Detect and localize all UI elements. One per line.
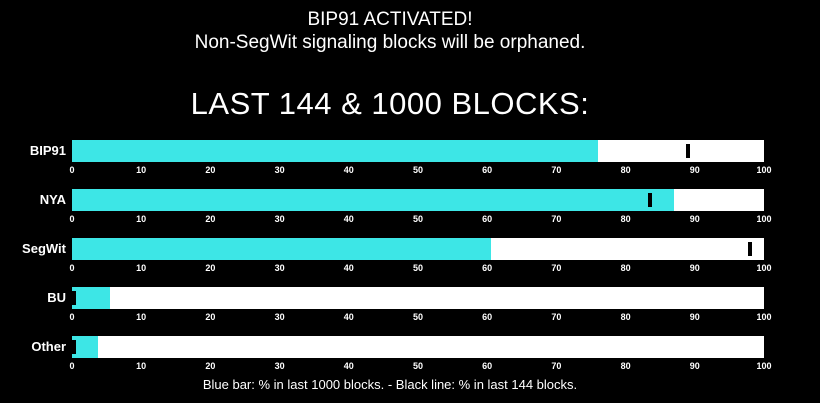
- bar-track: [72, 336, 764, 358]
- x-axis-tick-label: 30: [274, 263, 285, 273]
- x-axis-tick-label: 80: [620, 165, 631, 175]
- x-axis-tick-label: 70: [551, 361, 562, 371]
- x-axis-tick-label: 70: [551, 165, 562, 175]
- chart-title: LAST 144 & 1000 BLOCKS:: [190, 86, 590, 121]
- x-axis-tick-label: 0: [69, 263, 75, 273]
- x-axis-tick-label: 40: [343, 165, 354, 175]
- x-axis-tick-label: 20: [205, 312, 216, 322]
- x-axis-tick-label: 100: [756, 214, 772, 224]
- x-axis-tick-label: 90: [689, 214, 700, 224]
- x-axis-tick-label: 60: [482, 165, 493, 175]
- x-axis-tick-label: 60: [482, 361, 493, 371]
- line-marker-last-144-blocks: [685, 144, 690, 158]
- x-axis-tick-label: 90: [689, 165, 700, 175]
- category-label: SegWit: [22, 241, 66, 256]
- x-axis-tick-label: 100: [756, 312, 772, 322]
- x-axis-tick-label: 0: [69, 165, 75, 175]
- x-axis-tick-label: 10: [136, 165, 147, 175]
- alert-line-1: BIP91 ACTIVATED!: [307, 9, 473, 30]
- bar-fill-last-1000-blocks: [72, 336, 98, 358]
- line-marker-last-144-blocks: [72, 291, 77, 305]
- x-axis-tick-label: 80: [620, 214, 631, 224]
- x-axis-tick-label: 40: [343, 312, 354, 322]
- bar-fill-last-1000-blocks: [72, 189, 675, 211]
- x-axis: 0 10 20 30 40 50 60 70 80 90 100: [69, 165, 771, 176]
- x-axis-tick-label: 20: [205, 165, 216, 175]
- x-axis-tick-label: 60: [482, 263, 493, 273]
- x-axis-tick-label: 50: [412, 214, 424, 224]
- x-axis-tick-label: 30: [274, 312, 285, 322]
- x-axis-tick-label: 10: [136, 361, 147, 371]
- x-axis-tick-label: 10: [136, 312, 147, 322]
- x-axis-tick-label: 80: [620, 361, 631, 371]
- chart-row-bip91: BIP91 0 10 20 30 40 50 60 70 80 90 100: [0, 140, 820, 180]
- x-axis: 0 10 20 30 40 50 60 70 80 90 100: [69, 214, 771, 225]
- bar-fill-last-1000-blocks: [72, 238, 491, 260]
- bar-track: [72, 287, 764, 309]
- x-axis-tick-label: 0: [69, 214, 75, 224]
- x-axis-tick-label: 0: [69, 361, 75, 371]
- line-marker-last-144-blocks: [72, 340, 77, 354]
- chart-row-other: Other 0 10 20 30 40 50 60 70 80 90 100: [0, 336, 820, 376]
- x-axis-tick-label: 50: [412, 312, 424, 322]
- line-marker-last-144-blocks: [647, 193, 652, 207]
- x-axis-tick-label: 50: [412, 361, 424, 371]
- x-axis-tick-label: 50: [412, 165, 424, 175]
- bar-fill-last-1000-blocks: [72, 287, 111, 309]
- bar-fill-last-1000-blocks: [72, 140, 598, 162]
- x-axis: 0 10 20 30 40 50 60 70 80 90 100: [69, 312, 771, 323]
- x-axis-tick-label: 40: [343, 214, 354, 224]
- x-axis-tick-label: 0: [69, 312, 75, 322]
- alert-header: BIP91 ACTIVATED! Non-SegWit signaling bl…: [0, 8, 780, 54]
- x-axis-tick-label: 20: [205, 263, 216, 273]
- x-axis-tick-label: 90: [689, 312, 700, 322]
- category-label: Other: [31, 339, 66, 354]
- line-marker-last-144-blocks: [748, 242, 753, 256]
- category-label: BU: [47, 290, 66, 305]
- x-axis-tick-label: 40: [343, 263, 354, 273]
- x-axis-tick-label: 60: [482, 312, 493, 322]
- x-axis-tick-label: 30: [274, 361, 285, 371]
- x-axis: 0 10 20 30 40 50 60 70 80 90 100: [69, 263, 771, 274]
- x-axis-tick-label: 10: [136, 214, 147, 224]
- chart-legend: Blue bar: % in last 1000 blocks. - Black…: [202, 377, 578, 392]
- category-label: NYA: [39, 192, 66, 207]
- x-axis-tick-label: 100: [756, 165, 772, 175]
- x-axis-tick-label: 80: [620, 263, 631, 273]
- category-label: BIP91: [29, 143, 66, 158]
- x-axis-tick-label: 70: [551, 312, 562, 322]
- x-axis-tick-label: 60: [482, 214, 493, 224]
- x-axis-tick-label: 10: [136, 263, 147, 273]
- x-axis-tick-label: 100: [756, 361, 772, 371]
- x-axis-tick-label: 70: [551, 263, 562, 273]
- x-axis-tick-label: 20: [205, 361, 216, 371]
- x-axis-tick-label: 100: [756, 263, 772, 273]
- x-axis-tick-label: 30: [274, 214, 285, 224]
- x-axis-tick-label: 90: [689, 263, 700, 273]
- chart-row-segwit: SegWit 0 10 20 30 40 50 60 70 80 90 100: [0, 238, 820, 278]
- x-axis-tick-label: 40: [343, 361, 354, 371]
- x-axis-tick-label: 20: [205, 214, 216, 224]
- x-axis-tick-label: 70: [551, 214, 562, 224]
- alert-line-2: Non-SegWit signaling blocks will be orph…: [194, 32, 586, 53]
- bar-track: [72, 189, 764, 211]
- chart-row-bu: BU 0 10 20 30 40 50 60 70 80 90 100: [0, 287, 820, 327]
- chart-row-nya: NYA 0 10 20 30 40 50 60 70 80 90 100: [0, 189, 820, 229]
- x-axis-tick-label: 80: [620, 312, 631, 322]
- bar-track: [72, 140, 764, 162]
- x-axis: 0 10 20 30 40 50 60 70 80 90 100: [69, 361, 771, 372]
- x-axis-tick-label: 50: [412, 263, 424, 273]
- x-axis-tick-label: 90: [689, 361, 700, 371]
- bar-track: [72, 238, 764, 260]
- x-axis-tick-label: 30: [274, 165, 285, 175]
